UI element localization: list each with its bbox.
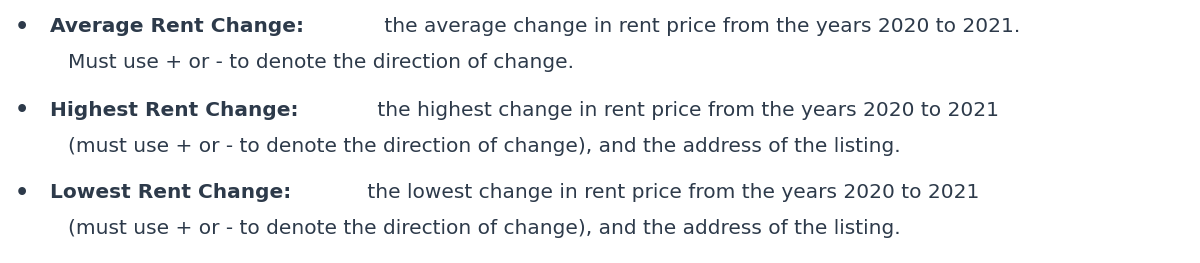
Text: Highest Rent Change:: Highest Rent Change: (50, 100, 299, 119)
Text: Must use + or - to denote the direction of change.: Must use + or - to denote the direction … (68, 53, 574, 73)
Text: the highest change in rent price from the years 2020 to 2021: the highest change in rent price from th… (371, 100, 998, 119)
Text: the lowest change in rent price from the years 2020 to 2021: the lowest change in rent price from the… (361, 184, 979, 203)
Text: (must use + or - to denote the direction of change), and the address of the list: (must use + or - to denote the direction… (68, 136, 901, 155)
Text: (must use + or - to denote the direction of change), and the address of the list: (must use + or - to denote the direction… (68, 220, 901, 239)
Text: •: • (14, 100, 29, 120)
Text: Average Rent Change:: Average Rent Change: (50, 18, 304, 37)
Text: •: • (14, 183, 29, 203)
Text: Lowest Rent Change:: Lowest Rent Change: (50, 184, 292, 203)
Text: the average change in rent price from the years 2020 to 2021.: the average change in rent price from th… (378, 18, 1020, 37)
Text: •: • (14, 17, 29, 37)
